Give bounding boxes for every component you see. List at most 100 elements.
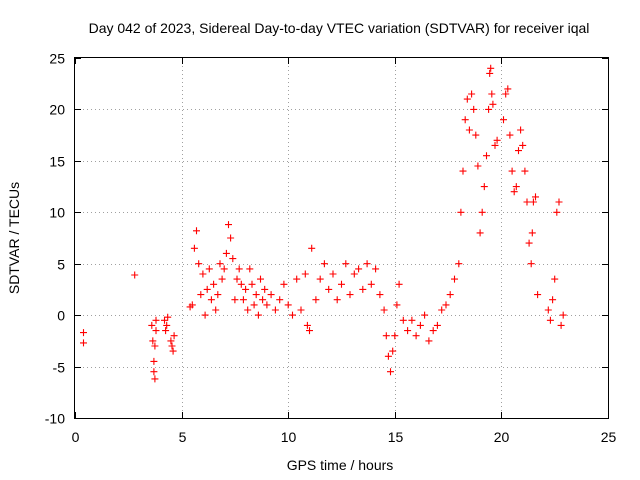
data-point	[393, 301, 401, 309]
x-tick-label: 15	[388, 429, 404, 445]
data-point	[289, 311, 296, 319]
data-point	[555, 198, 563, 206]
data-point	[242, 285, 250, 293]
data-point	[276, 296, 284, 304]
data-point	[190, 244, 198, 252]
data-point	[151, 375, 159, 383]
data-point	[557, 321, 565, 329]
data-point	[271, 306, 279, 314]
data-point	[222, 249, 230, 257]
data-point	[150, 368, 158, 376]
data-point	[227, 234, 235, 242]
data-point	[382, 332, 390, 340]
data-point	[455, 260, 463, 268]
data-point	[261, 285, 269, 293]
data-point	[148, 321, 156, 329]
data-point	[515, 147, 522, 155]
data-point	[246, 265, 254, 273]
data-point	[244, 306, 252, 314]
data-points	[80, 64, 567, 383]
data-point	[546, 316, 554, 324]
data-point	[493, 136, 501, 144]
data-point	[338, 280, 345, 288]
data-point	[214, 291, 222, 299]
data-point	[442, 301, 450, 309]
data-point	[131, 271, 139, 279]
data-point	[195, 260, 203, 268]
y-tick-label: 20	[49, 102, 65, 118]
data-point	[421, 311, 429, 319]
data-point	[487, 64, 495, 72]
data-point	[395, 280, 403, 288]
data-point	[519, 141, 527, 149]
data-point	[203, 285, 211, 293]
data-point	[252, 291, 260, 299]
y-tick-label: 15	[49, 154, 65, 170]
data-point	[551, 275, 559, 283]
data-point	[301, 270, 309, 278]
y-tick-label: 5	[57, 257, 65, 273]
data-point	[225, 221, 232, 229]
data-point	[527, 260, 535, 268]
data-point	[248, 280, 256, 288]
y-tick-label: -5	[53, 360, 66, 376]
data-point	[412, 332, 420, 340]
data-point	[359, 285, 367, 293]
data-point	[297, 306, 305, 314]
data-point	[367, 280, 375, 288]
data-point	[532, 193, 539, 201]
data-point	[80, 339, 87, 347]
data-point	[488, 90, 496, 98]
data-point	[161, 316, 168, 324]
y-tick-label: 10	[49, 205, 65, 221]
data-point	[517, 126, 525, 134]
data-point	[529, 198, 537, 206]
data-point	[506, 131, 514, 139]
data-point	[463, 95, 471, 103]
data-point	[235, 265, 243, 273]
data-point	[216, 260, 224, 268]
data-point	[250, 301, 258, 309]
data-point	[500, 116, 507, 124]
data-point	[350, 270, 358, 278]
data-point	[476, 229, 484, 237]
data-point	[201, 311, 209, 319]
data-point	[168, 342, 176, 350]
data-point	[80, 329, 87, 337]
data-point	[468, 90, 476, 98]
data-point	[508, 167, 516, 175]
data-point	[229, 255, 237, 263]
data-point	[465, 126, 473, 134]
data-point	[163, 321, 171, 329]
data-point	[544, 306, 552, 314]
data-point	[391, 332, 399, 340]
data-point	[162, 327, 170, 335]
data-point	[169, 347, 177, 355]
data-point	[549, 296, 557, 304]
data-point	[212, 306, 220, 314]
data-point	[150, 357, 158, 365]
data-point	[485, 105, 493, 113]
data-point	[329, 270, 337, 278]
x-tick-label: 10	[281, 429, 297, 445]
data-point	[280, 280, 288, 288]
data-point	[523, 198, 531, 206]
data-point	[502, 90, 510, 98]
data-point	[188, 301, 196, 309]
data-point	[306, 327, 313, 335]
chart-title: Day 042 of 2023, Sidereal Day-to-day VTE…	[89, 20, 590, 36]
data-point	[152, 316, 160, 324]
data-point	[491, 141, 499, 149]
data-point	[193, 227, 200, 235]
data-point	[446, 291, 454, 299]
data-point	[231, 296, 239, 304]
data-point	[521, 167, 529, 175]
axis-ticks	[75, 58, 609, 419]
data-point	[416, 321, 424, 329]
data-point	[472, 131, 480, 139]
data-point	[376, 291, 384, 299]
data-point	[525, 239, 533, 247]
y-axis-label: SDTVAR / TECUs	[6, 182, 22, 294]
data-point	[528, 229, 536, 237]
